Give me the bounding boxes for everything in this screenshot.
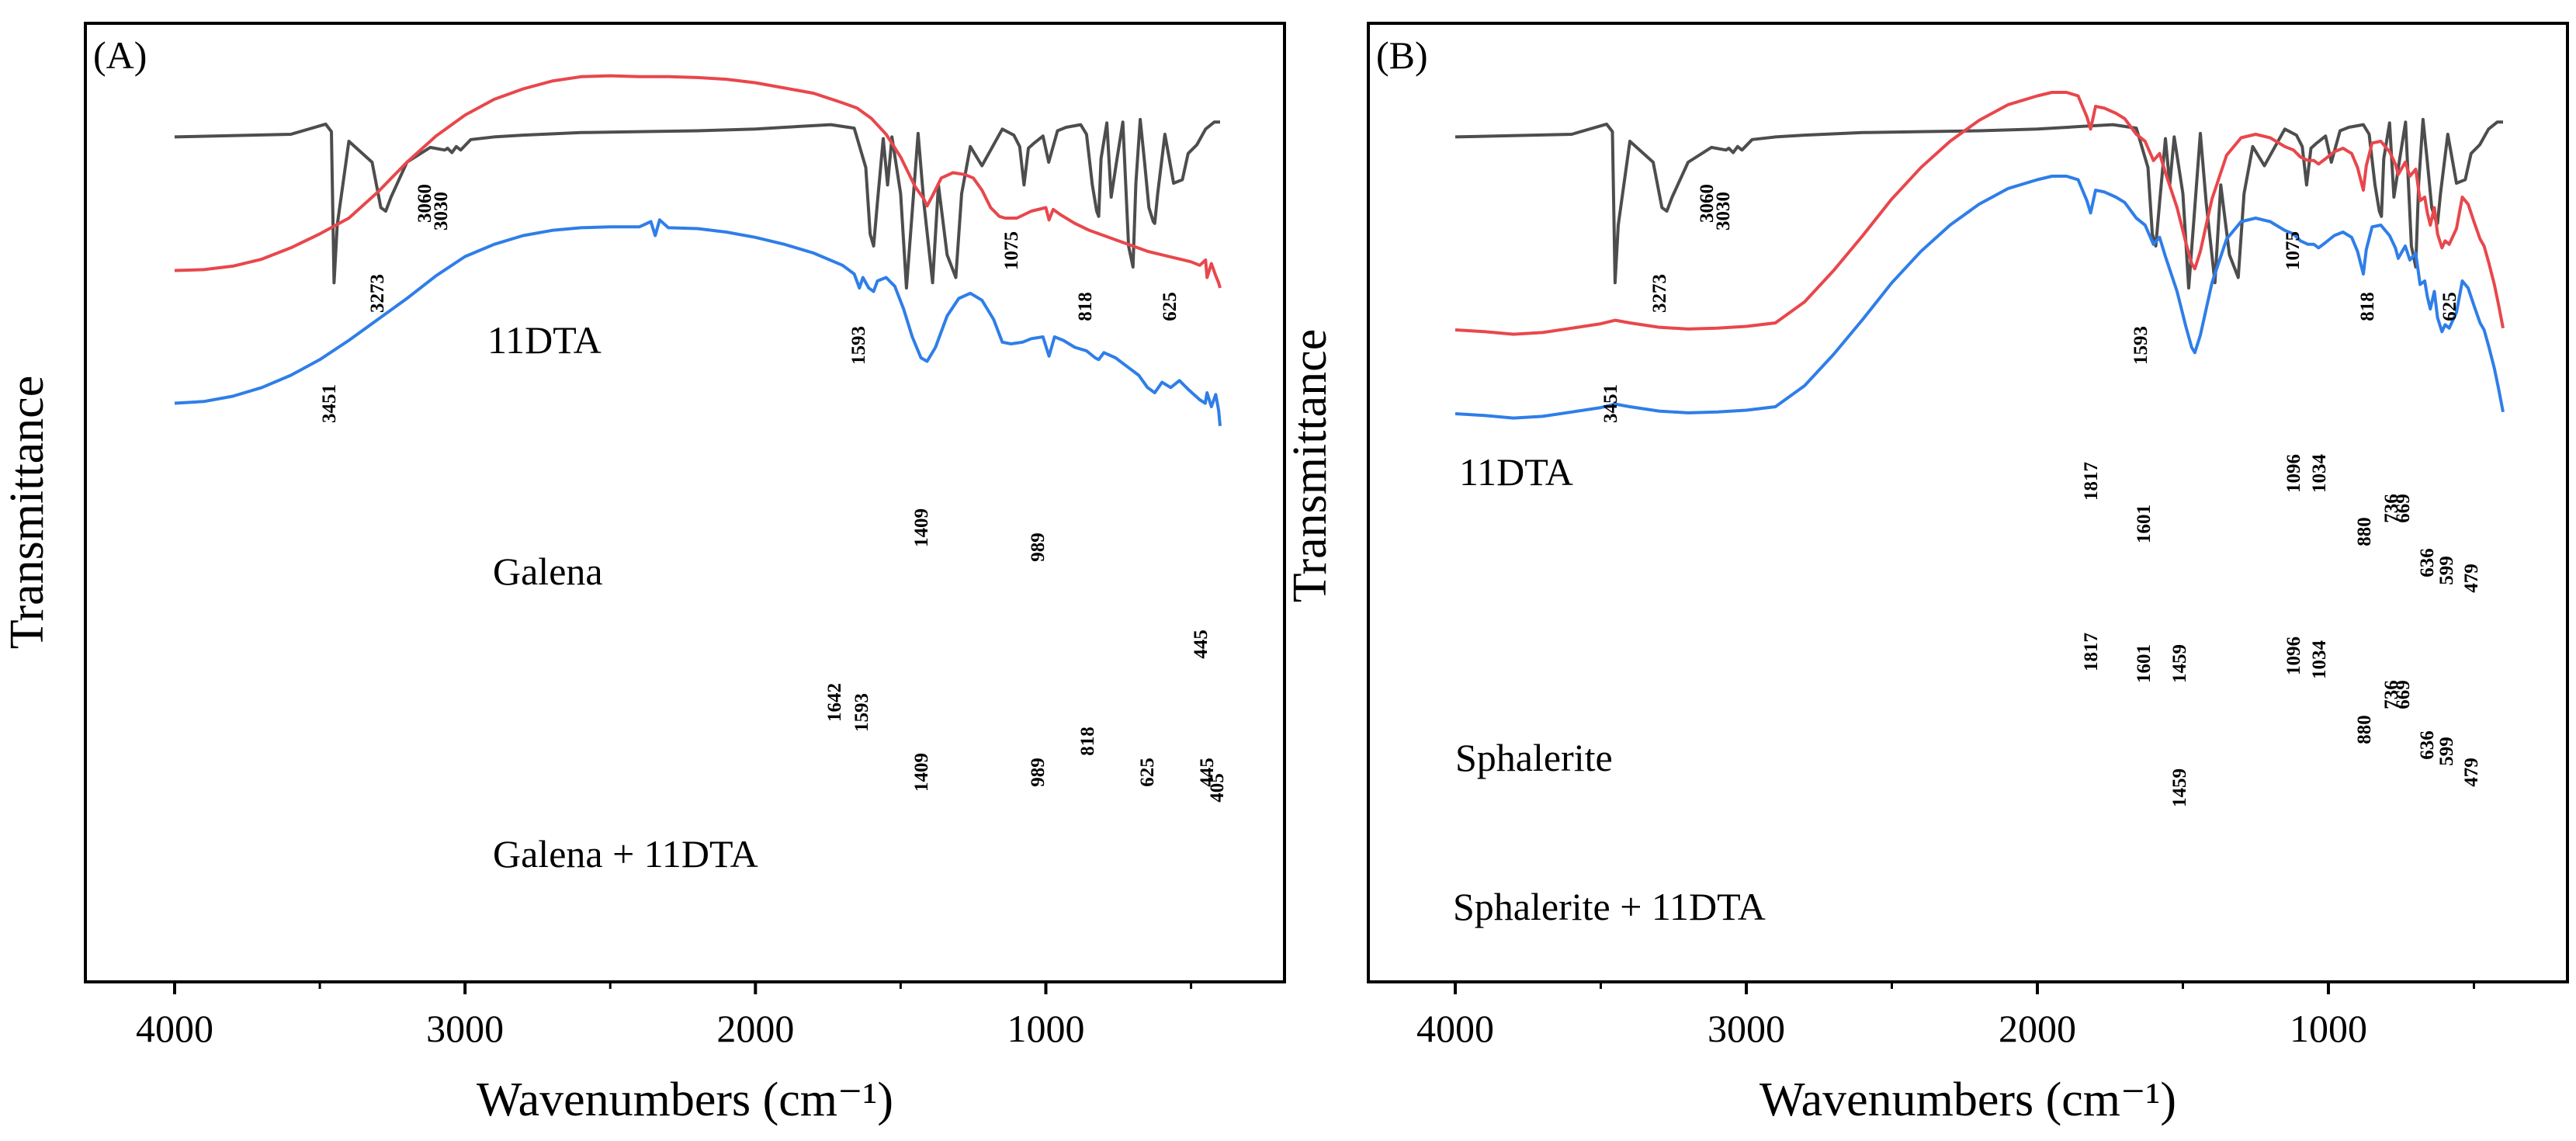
panel-label: (B) [1376, 33, 1428, 77]
curve-label: 11DTA [487, 318, 602, 362]
peak-annotation: 3273 [1649, 274, 1670, 313]
series-line-sphalerite [1454, 91, 2505, 336]
plot-frame [1367, 22, 2569, 983]
peak-annotation: 3451 [319, 384, 340, 423]
x-tick-label: 4000 [1416, 1007, 1494, 1050]
peak-annotation: 479 [2461, 758, 2482, 787]
peak-annotation: 1593 [848, 326, 869, 365]
peak-annotation: 405 [1207, 773, 1228, 803]
peak-annotation: 599 [2436, 737, 2457, 766]
curve-label: Galena + 11DTA [493, 832, 758, 876]
peak-annotation: 1642 [824, 683, 845, 722]
peak-annotation: 1409 [911, 753, 932, 792]
series-line-sphalerite-11dta [1454, 175, 2505, 420]
peak-annotation: 1601 [2134, 644, 2155, 683]
peak-annotation: 989 [1028, 532, 1049, 562]
peak-annotation: 818 [1077, 727, 1098, 756]
series-line-galena-11dta [174, 218, 1222, 426]
x-tick-label: 4000 [136, 1007, 213, 1050]
peak-annotation: 1817 [2081, 633, 2102, 671]
peak-annotation: 1096 [2283, 454, 2304, 493]
peak-annotation: 479 [2461, 564, 2482, 593]
peak-annotation: 445 [1191, 629, 1212, 659]
x-tick-label: 3000 [426, 1007, 504, 1050]
peak-annotation: 818 [2357, 292, 2378, 321]
peak-annotation: 880 [2354, 517, 2375, 546]
peak-annotation: 818 [1075, 292, 1096, 321]
peak-annotation: 1817 [2081, 462, 2102, 501]
peak-annotation: 625 [1160, 292, 1181, 321]
peak-annotation: 3060 [1697, 184, 1718, 223]
peak-annotation: 3060 [414, 184, 435, 223]
peak-annotation: 445 [1197, 758, 1218, 787]
peak-annotation: 3451 [1600, 384, 1621, 423]
peak-annotation: 989 [1028, 758, 1049, 787]
peak-annotation: 599 [2436, 556, 2457, 585]
x-tick-label: 2000 [1999, 1007, 2076, 1050]
peak-annotation: 636 [2417, 730, 2438, 760]
x-axis-label: Wavenumbers (cm⁻¹) [1760, 1073, 2176, 1126]
peak-annotation: 1593 [851, 693, 872, 732]
peak-annotation: 1075 [1001, 231, 1022, 270]
y-axis-label: Transmittance [1, 376, 54, 649]
x-tick-label: 1000 [2290, 1007, 2367, 1050]
peak-annotation: 736 [2381, 680, 2402, 709]
peak-annotation: 3030 [431, 192, 452, 231]
series-line-11dta [1454, 117, 2503, 290]
x-tick-label: 3000 [1708, 1007, 1785, 1050]
peak-annotation: 1034 [2309, 454, 2330, 494]
curve-label: Galena [493, 550, 603, 593]
peak-annotation: 636 [2417, 548, 2438, 577]
y-axis-label: Transmittance [1284, 329, 1337, 602]
peak-annotation: 625 [2439, 292, 2460, 321]
peak-annotation: 1459 [2169, 644, 2190, 683]
peak-annotation: 1459 [2169, 768, 2190, 807]
peak-annotation: 669 [2393, 494, 2414, 523]
peak-annotation: 1409 [911, 508, 932, 547]
series-line-11dta [174, 117, 1220, 290]
x-axis-label: Wavenumbers (cm⁻¹) [477, 1073, 893, 1126]
peak-annotation: 669 [2393, 680, 2414, 709]
curve-label: 11DTA [1459, 450, 1573, 494]
peak-annotation: 736 [2381, 494, 2402, 523]
x-tick-label: 2000 [716, 1007, 794, 1050]
x-tick-label: 1000 [1007, 1007, 1085, 1050]
peak-annotation: 3030 [1713, 192, 1734, 231]
panel-a: 4000 3000 2000 1000 Wavenumbers (cm⁻¹) Transm… [1, 22, 1286, 1126]
curve-label: Sphalerite + 11DTA [1453, 885, 1766, 928]
peak-annotation: 1075 [2283, 231, 2304, 270]
peak-annotation: 880 [2354, 715, 2375, 744]
peak-annotation: 3273 [367, 274, 388, 313]
plot-frame [84, 22, 1286, 983]
peak-annotation: 625 [1137, 758, 1158, 787]
peak-annotation: 1601 [2134, 505, 2155, 543]
curve-label: Sphalerite [1455, 736, 1613, 779]
peak-annotation: 1034 [2309, 640, 2330, 680]
panel-label: (A) [93, 33, 147, 77]
peak-annotation: 1096 [2283, 636, 2304, 675]
series-line-galena [174, 74, 1222, 289]
panel-b: 4000 3000 2000 1000 Wavenumbers (cm⁻¹) Transm… [1284, 22, 2569, 1126]
peak-annotation: 1593 [2130, 326, 2151, 365]
